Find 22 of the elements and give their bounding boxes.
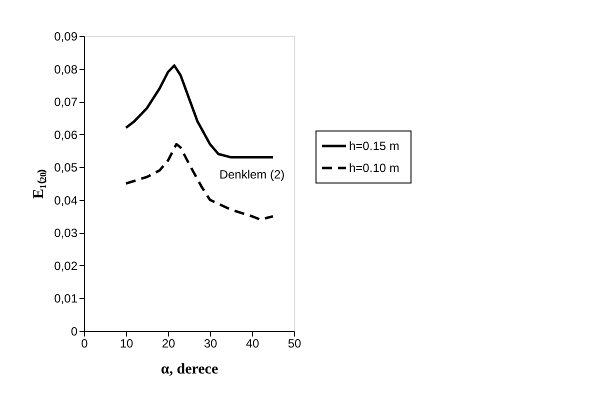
y-tick-label: 0,02 [54, 258, 78, 273]
x-tick-label: 50 [288, 336, 302, 350]
y-tick-label: 0,03 [54, 226, 78, 240]
y-tick-label: 0,05 [54, 160, 78, 175]
y-tick-label: 0,07 [54, 95, 78, 110]
x-tick-label: 20 [162, 336, 176, 350]
y-tick-label: 0,08 [54, 62, 78, 76]
x-axis-title: α, derece [160, 362, 218, 378]
x-tick-label: 30 [204, 336, 218, 350]
legend-label: h=0.10 m [349, 161, 400, 175]
y-tick-label: 0,01 [54, 292, 78, 306]
line-series [124, 64, 274, 159]
x-tick-label: 10 [120, 336, 134, 350]
y-axis-title: E₁₍₂₀₎ [31, 169, 48, 199]
x-tick-label: 0 [81, 336, 88, 350]
annotation: Denklem (2) [219, 168, 285, 182]
y-tick-label: 0 [70, 324, 78, 338]
y-tick-label: 0,04 [54, 193, 78, 208]
legend-label: h=0.15 m [349, 139, 400, 153]
x-tick-label: 40 [246, 336, 260, 350]
y-tick-label: 0,09 [54, 30, 78, 44]
y-tick-label: 0,06 [54, 128, 78, 142]
